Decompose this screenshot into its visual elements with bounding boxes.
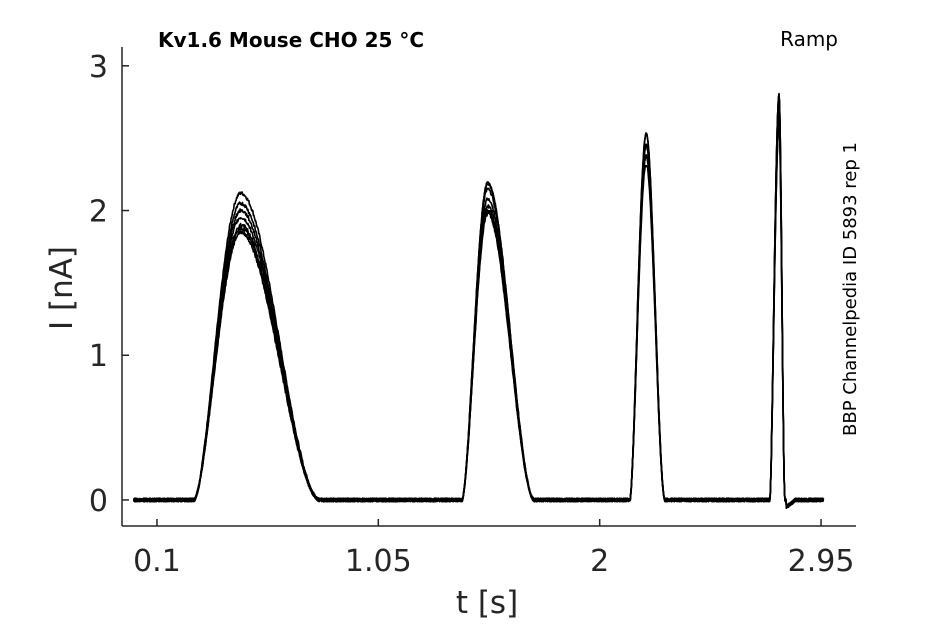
current-trace (133, 93, 824, 508)
y-tick-label: 0 (89, 484, 108, 519)
axes (121, 47, 856, 527)
y-tick-label: 3 (89, 50, 108, 85)
current-trace (133, 95, 825, 508)
y-tick-label: 2 (89, 195, 108, 230)
x-tick-label: 1.05 (345, 544, 412, 579)
current-trace (132, 107, 825, 510)
current-trace (133, 122, 825, 510)
current-trace (132, 108, 825, 508)
current-trace (133, 92, 825, 508)
x-ticks: 0.1 1.05 2 2.95 (133, 519, 854, 579)
x-tick-label: 0.1 (133, 544, 181, 579)
y-axis-label: I [nA] (44, 246, 80, 330)
side-label: BBP Channelpedia ID 5893 rep 1 (840, 142, 861, 436)
y-ticks: 0 1 2 3 (89, 50, 129, 519)
traces (132, 92, 825, 510)
x-tick-label: 2.95 (788, 544, 855, 579)
y-tick-label: 1 (89, 339, 108, 374)
protocol-label: Ramp (780, 27, 838, 51)
current-trace (132, 122, 825, 508)
x-axis-label: t [s] (456, 585, 518, 621)
chart-title: Kv1.6 Mouse CHO 25 °C (158, 28, 424, 52)
x-tick-label: 2 (590, 544, 609, 579)
